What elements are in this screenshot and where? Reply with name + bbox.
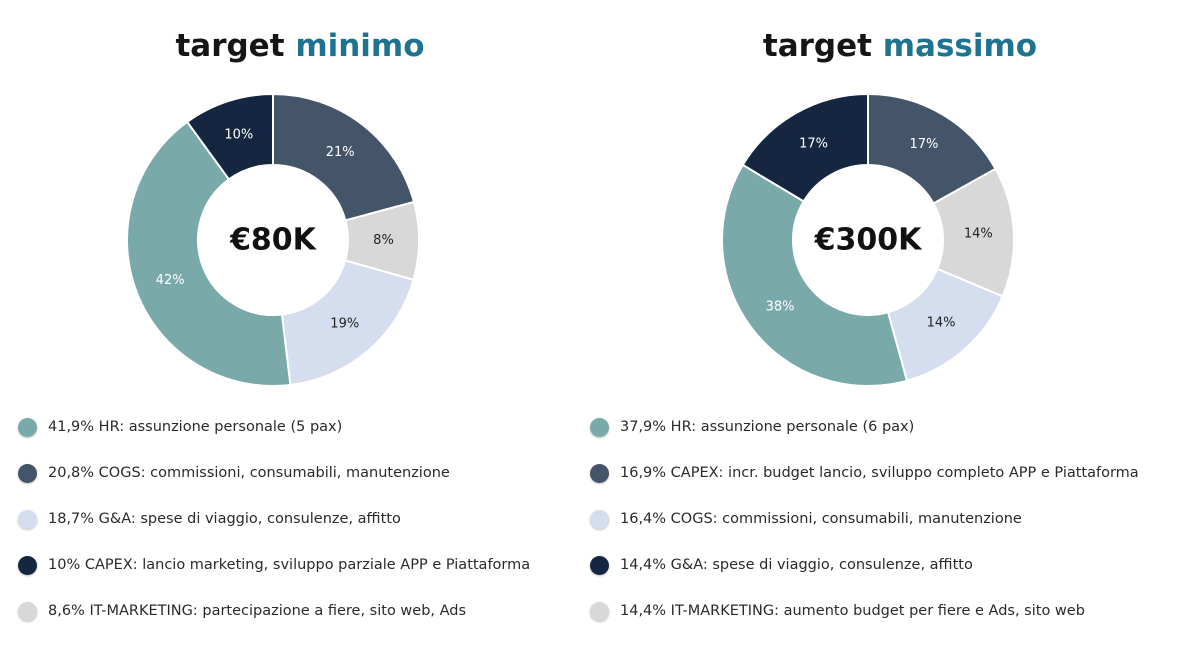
donut-chart-minimo: 21% 8% 19% 42% 10% €80K [126,92,420,387]
legend-label: 37,9% HR: assunzione personale (6 pax) [620,419,915,435]
legend-label: 16,9% CAPEX: incr. budget lancio, svilup… [620,465,1139,481]
slice-data-label: 19% [330,317,359,332]
chart-title-prefix: target [762,28,872,64]
chart-title: target minimo [0,28,600,64]
slice-data-label: 10% [224,127,253,142]
legend-swatch [590,601,609,621]
donut-chart-massimo: 17% 14% 14% 38% 17% €300K [721,92,1015,387]
legend-label: 18,7% G&A: spese di viaggio, consulenze,… [48,511,401,527]
legend-label: 20,8% COGS: commissioni, consumabili, ma… [48,465,450,481]
legend-item: 8,6% IT-MARKETING: partecipazione a fier… [18,588,530,634]
donut-slice [741,92,869,203]
slice-data-label: 14% [927,315,956,330]
donut-slice [272,92,416,222]
donut-slice [280,259,415,387]
legend-label: 8,6% IT-MARKETING: partecipazione a fier… [48,603,467,619]
legend-item: 14,4% IT-MARKETING: aumento budget per f… [590,588,1139,634]
legend-item: 16,9% CAPEX: incr. budget lancio, svilup… [590,450,1139,496]
legend-swatch [18,601,37,621]
donut-slice [185,92,274,181]
legend-minimo: 41,9% HR: assunzione personale (5 pax) 20… [18,404,530,634]
legend-swatch [590,555,609,575]
legend-label: 41,9% HR: assunzione personale (5 pax) [48,419,343,435]
slice-data-label: 8% [373,233,394,248]
slice-data-label: 14% [964,226,993,241]
slice-data-label: 17% [799,136,828,151]
slice-data-label: 42% [156,273,185,288]
donut-center-label: €80K [229,223,318,258]
chart-title: target massimo [600,28,1199,64]
legend-label: 10% CAPEX: lancio marketing, sviluppo pa… [48,557,531,573]
legend-swatch [590,509,609,529]
legend-item: 20,8% COGS: commissioni, consumabili, ma… [18,450,530,496]
donut-slice [126,120,292,387]
legend-swatch [18,509,37,529]
legend-massimo: 37,9% HR: assunzione personale (6 pax) 16… [590,404,1139,634]
legend-item: 18,7% G&A: spese di viaggio, consulenze,… [18,496,530,542]
donut-center-label: €300K [814,223,923,258]
legend-label: 14,4% G&A: spese di viaggio, consulenze,… [620,557,973,573]
legend-swatch [590,417,609,437]
slice-data-label: 38% [766,299,795,314]
legend-swatch [18,555,37,575]
chart-title-accent: minimo [295,28,425,64]
chart-panel-target-massimo: target massimo 17% 14% 14% 38% 17% €300K 37,… [590,0,1199,652]
legend-swatch [590,463,609,483]
legend-item: 41,9% HR: assunzione personale (5 pax) [18,404,530,450]
slice-data-label: 17% [909,137,938,152]
legend-swatch [18,417,37,437]
chart-title-accent: massimo [882,28,1038,64]
legend-item: 37,9% HR: assunzione personale (6 pax) [590,404,1139,450]
donut-slice [721,163,909,387]
legend-label: 14,4% IT-MARKETING: aumento budget per f… [620,603,1085,619]
chart-title-prefix: target [175,28,285,64]
legend-label: 16,4% COGS: commissioni, consumabili, ma… [620,511,1022,527]
legend-swatch [18,463,37,483]
legend-item: 14,4% G&A: spese di viaggio, consulenze,… [590,542,1139,588]
legend-item: 16,4% COGS: commissioni, consumabili, ma… [590,496,1139,542]
slice-data-label: 21% [326,145,355,160]
legend-item: 10% CAPEX: lancio marketing, sviluppo pa… [18,542,530,588]
chart-panel-target-minimo: target minimo 21% 8% 19% 42% 10% €80K 41,9% … [0,28,600,634]
